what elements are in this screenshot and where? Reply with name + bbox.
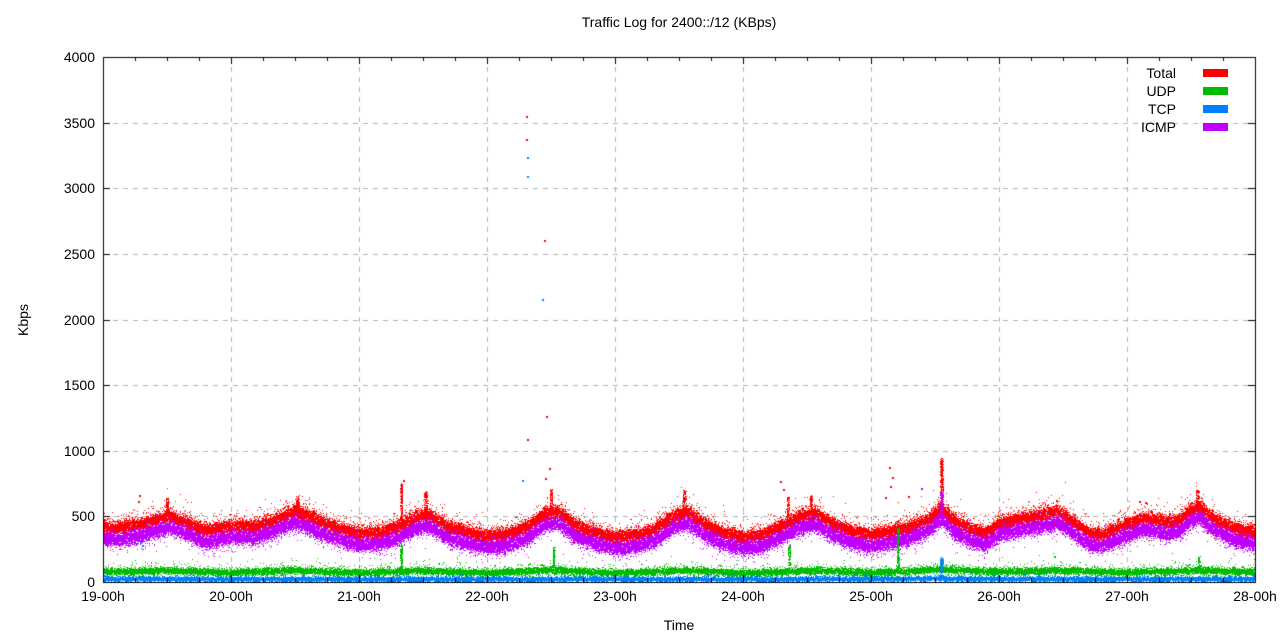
legend-entry: TCP (1126, 100, 1228, 118)
legend-entry-label: ICMP (1141, 119, 1176, 135)
x-axis-label: Time (663, 617, 695, 633)
y-tick-label: 1000 (63, 442, 95, 459)
y-tick-label: 2000 (63, 311, 95, 328)
legend-entry-label: Total (1146, 65, 1176, 81)
x-tick-label: 28-00h (1233, 588, 1277, 604)
legend-entry: ICMP (1126, 118, 1228, 136)
y-tick-label: 500 (71, 508, 95, 525)
x-tick-label: 20-00h (209, 588, 253, 604)
x-tick-label: 21-00h (337, 588, 381, 604)
y-tick-label: 2500 (63, 245, 95, 262)
x-tick-label: 27-00h (1105, 588, 1149, 604)
legend-entry: Total (1126, 64, 1228, 82)
x-tick-label: 23-00h (593, 588, 637, 604)
legend-swatch (1203, 105, 1228, 113)
x-tick-label: 26-00h (977, 588, 1021, 604)
legend-entry-label: TCP (1148, 101, 1176, 117)
y-tick-label: 1500 (63, 377, 95, 394)
y-tick-label: 0 (87, 574, 95, 590)
chart-title: Traffic Log for 2400::/12 (KBps) (581, 14, 777, 30)
x-tick-label: 24-00h (721, 588, 765, 604)
y-tick-label: 4000 (63, 49, 95, 65)
x-tick-label: 19-00h (81, 588, 125, 604)
legend-swatch (1203, 123, 1228, 131)
x-tick-label: 25-00h (849, 588, 893, 604)
legend-entry-label: UDP (1146, 83, 1176, 99)
legend: Total UDP TCP ICMP (1126, 64, 1228, 136)
x-tick-label: 22-00h (465, 588, 509, 604)
legend-swatch (1203, 87, 1228, 95)
y-tick-label: 3000 (63, 180, 95, 197)
legend-swatch (1203, 69, 1228, 77)
legend-entry: UDP (1126, 82, 1228, 100)
y-tick-label: 3500 (63, 114, 95, 131)
